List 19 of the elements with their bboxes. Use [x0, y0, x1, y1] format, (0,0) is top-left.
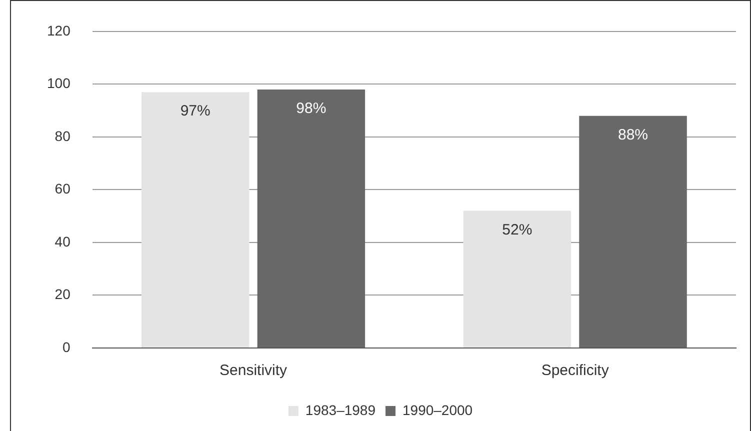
data-label: 88% [618, 126, 648, 144]
x-tick-label: Sensitivity [220, 362, 288, 380]
y-tick-label: 40 [54, 233, 71, 250]
data-label: 98% [296, 100, 326, 118]
bar [257, 89, 366, 348]
legend-label: 1990–2000 [402, 402, 473, 418]
y-tick-label: 80 [54, 128, 71, 144]
y-tick-label: 100 [47, 75, 71, 92]
y-tick-label: 0 [62, 338, 71, 355]
legend-label: 1983–1989 [305, 402, 376, 418]
bar [141, 92, 250, 348]
y-tick-label: 60 [54, 180, 71, 197]
y-tick-label: 20 [54, 286, 71, 302]
y-tick-label: 120 [47, 22, 71, 38]
bar [579, 116, 687, 348]
data-label: 52% [502, 221, 532, 238]
data-label: 97% [180, 102, 210, 120]
bar [463, 210, 572, 348]
x-tick-label: Specificity [541, 362, 610, 380]
